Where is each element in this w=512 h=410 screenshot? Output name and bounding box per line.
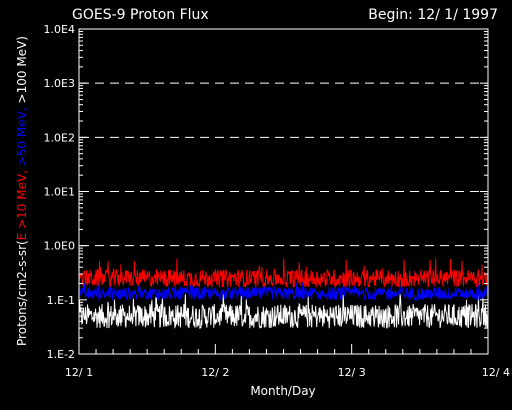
x-tick-label: 12/ 4: [482, 366, 510, 379]
y-axis-label-part: >50 MeV,: [15, 107, 29, 170]
chart-title: GOES-9 Proton Flux: [72, 7, 209, 23]
y-tick-label: 1.0E3: [44, 77, 75, 90]
y-tick-label: 1.E-2: [47, 348, 75, 361]
y-tick-label: 1.0E0: [44, 240, 75, 253]
gridlines: [80, 82, 487, 247]
y-tick-label: 1.E-1: [47, 294, 75, 307]
series-line: [78, 294, 489, 329]
x-axis: 12/ 1 12/ 2 12/ 3 12/ 4: [65, 344, 510, 379]
chart-subtitle: Begin: 12/ 1/ 1997: [368, 7, 498, 23]
x-axis-label: Month/Day: [250, 384, 315, 398]
y-axis-label-part: Protons/cm2-s-sr(: [15, 240, 29, 346]
x-tick-label: 12/ 1: [65, 366, 93, 379]
y-axis-label-part: >100 MeV: [15, 40, 29, 107]
y-tick-label: 1.0E4: [44, 23, 75, 36]
y-axis-label-part: E >10 MeV,: [15, 170, 29, 240]
y-tick-label: 1.0E1: [44, 186, 75, 199]
y-axis-label: Protons/cm2-s-sr(E >10 MeV, >50 MeV, >10…: [15, 36, 29, 346]
y-tick-label: 1.0E2: [44, 131, 75, 144]
series-line: [78, 258, 489, 289]
y-axis-label-part: ): [15, 36, 29, 41]
series-group: [78, 258, 489, 329]
series-line: [78, 282, 489, 302]
x-tick-label: 12/ 3: [338, 366, 366, 379]
x-tick-label: 12/ 2: [201, 366, 229, 379]
y-axis: 1.E-2 1.E-1 1.0E0 1.0E1 1.0E2 1.0E3 1.0E4: [44, 23, 488, 361]
